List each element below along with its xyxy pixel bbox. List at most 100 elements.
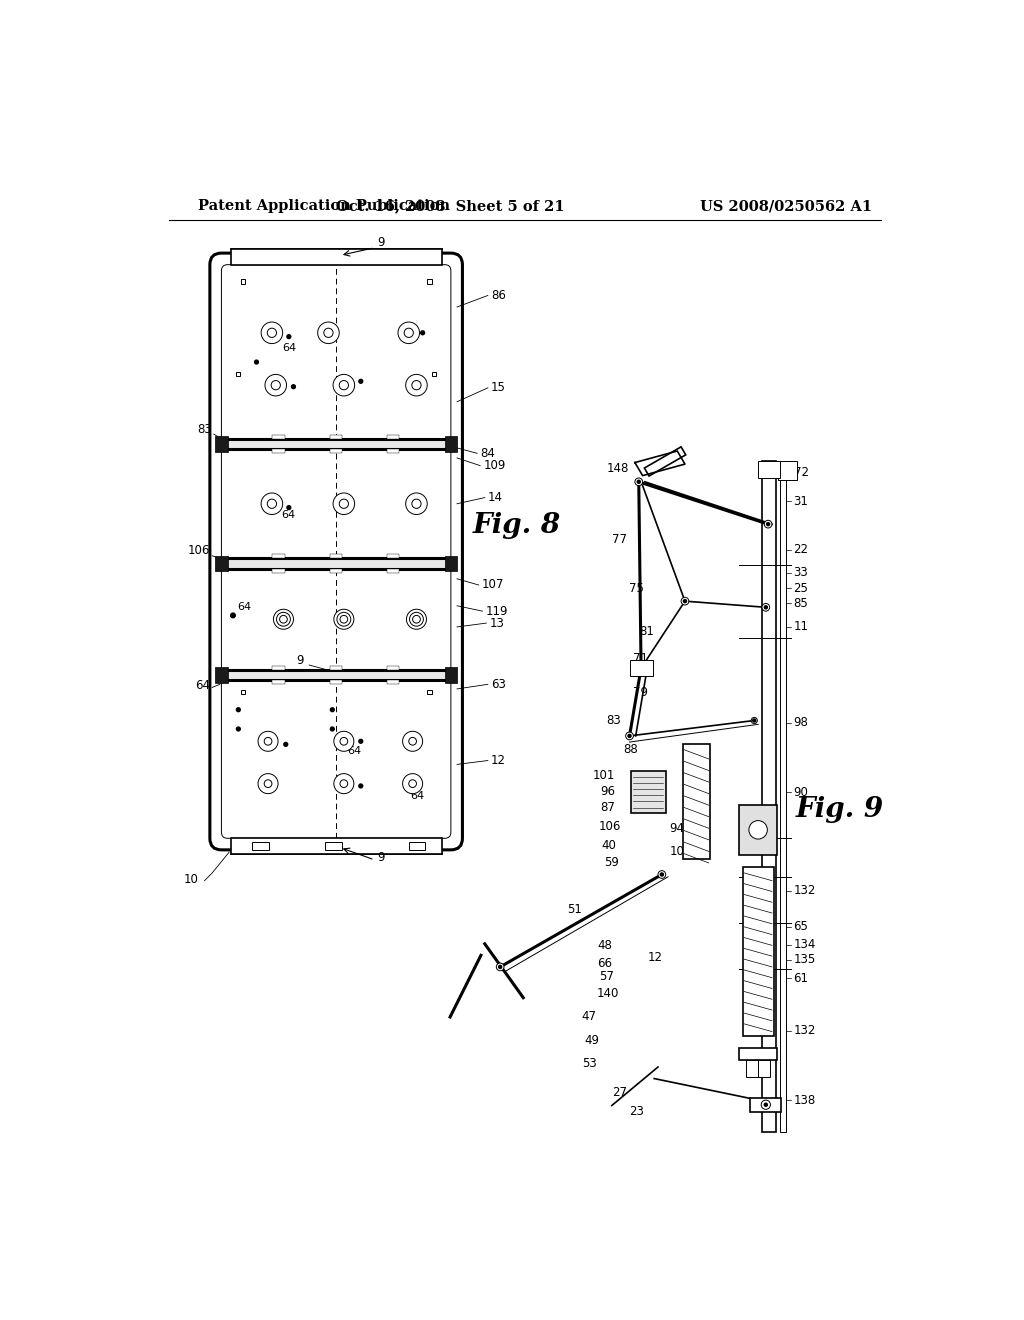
Bar bbox=[444, 556, 457, 572]
Circle shape bbox=[237, 727, 241, 731]
Text: 134: 134 bbox=[794, 939, 816, 952]
Text: 12: 12 bbox=[490, 754, 506, 767]
Bar bbox=[252, 842, 269, 850]
Circle shape bbox=[402, 774, 423, 793]
Text: 96: 96 bbox=[600, 785, 615, 797]
Bar bbox=[444, 668, 457, 682]
Bar bbox=[330, 449, 342, 453]
Bar bbox=[758, 461, 779, 478]
Text: Fig. 8: Fig. 8 bbox=[472, 512, 560, 539]
Text: 13: 13 bbox=[489, 616, 504, 630]
Text: Fig. 9: Fig. 9 bbox=[796, 796, 884, 822]
Text: 59: 59 bbox=[604, 857, 618, 870]
Text: 64: 64 bbox=[282, 510, 295, 520]
Bar bbox=[241, 689, 246, 694]
Circle shape bbox=[637, 480, 640, 483]
Circle shape bbox=[276, 612, 291, 626]
Bar bbox=[683, 743, 711, 859]
Text: 83: 83 bbox=[606, 714, 622, 727]
Circle shape bbox=[358, 379, 362, 383]
Circle shape bbox=[317, 322, 339, 343]
Circle shape bbox=[764, 606, 767, 609]
Circle shape bbox=[752, 718, 758, 723]
Circle shape bbox=[331, 727, 334, 731]
Text: 132: 132 bbox=[794, 1024, 816, 1038]
Circle shape bbox=[340, 738, 348, 744]
Bar bbox=[387, 434, 399, 438]
Circle shape bbox=[410, 612, 423, 626]
Circle shape bbox=[658, 871, 666, 878]
Text: 94: 94 bbox=[670, 822, 685, 834]
Bar bbox=[221, 669, 451, 681]
Bar bbox=[330, 434, 342, 438]
Circle shape bbox=[762, 603, 770, 611]
Circle shape bbox=[409, 738, 417, 744]
Circle shape bbox=[497, 964, 504, 970]
Circle shape bbox=[404, 329, 414, 338]
Bar bbox=[644, 447, 686, 477]
Bar bbox=[330, 554, 342, 558]
Text: 23: 23 bbox=[630, 1105, 644, 1118]
Bar bbox=[241, 280, 246, 284]
Text: 102: 102 bbox=[670, 845, 692, 858]
Bar bbox=[272, 554, 285, 558]
Text: 75: 75 bbox=[629, 582, 644, 594]
Circle shape bbox=[339, 499, 348, 508]
Text: 71: 71 bbox=[633, 652, 647, 665]
Circle shape bbox=[237, 708, 241, 711]
Text: 48: 48 bbox=[597, 939, 612, 952]
Circle shape bbox=[340, 780, 348, 788]
Circle shape bbox=[271, 380, 281, 389]
Text: Oct. 16, 2008  Sheet 5 of 21: Oct. 16, 2008 Sheet 5 of 21 bbox=[336, 199, 564, 213]
Text: 57: 57 bbox=[599, 970, 613, 983]
Bar bbox=[272, 681, 285, 684]
Text: 47: 47 bbox=[582, 1010, 597, 1023]
Circle shape bbox=[626, 733, 634, 739]
Circle shape bbox=[255, 360, 258, 364]
Bar bbox=[237, 372, 241, 376]
Text: 84: 84 bbox=[480, 446, 495, 459]
Circle shape bbox=[230, 612, 236, 618]
Text: 63: 63 bbox=[490, 677, 506, 690]
Circle shape bbox=[340, 615, 348, 623]
Bar bbox=[330, 681, 342, 684]
Circle shape bbox=[334, 774, 354, 793]
Text: 85: 85 bbox=[794, 597, 808, 610]
Text: 77: 77 bbox=[611, 533, 627, 546]
Bar bbox=[745, 1060, 758, 1077]
Circle shape bbox=[264, 738, 272, 744]
Circle shape bbox=[628, 734, 631, 738]
Circle shape bbox=[333, 375, 354, 396]
Bar bbox=[751, 1098, 781, 1111]
Text: 107: 107 bbox=[481, 578, 504, 591]
Bar bbox=[221, 558, 451, 569]
Circle shape bbox=[749, 821, 767, 840]
Text: 90: 90 bbox=[794, 785, 808, 799]
Text: 106: 106 bbox=[599, 820, 622, 833]
Text: 83: 83 bbox=[198, 422, 212, 436]
Bar bbox=[230, 249, 441, 264]
Text: 11: 11 bbox=[794, 620, 809, 634]
Text: 9: 9 bbox=[377, 236, 384, 249]
Bar bbox=[330, 665, 342, 669]
Bar bbox=[409, 842, 425, 850]
Circle shape bbox=[413, 615, 420, 623]
Circle shape bbox=[280, 615, 288, 623]
Circle shape bbox=[421, 331, 425, 335]
Text: 87: 87 bbox=[600, 801, 615, 814]
Text: 88: 88 bbox=[624, 743, 638, 756]
Text: 9: 9 bbox=[296, 653, 304, 667]
Bar bbox=[215, 437, 227, 451]
Bar bbox=[742, 867, 773, 1036]
Circle shape bbox=[292, 385, 295, 388]
Circle shape bbox=[358, 739, 362, 743]
Text: 119: 119 bbox=[485, 605, 508, 618]
Circle shape bbox=[681, 597, 689, 605]
Text: 64: 64 bbox=[237, 602, 251, 612]
Bar bbox=[330, 569, 342, 573]
Circle shape bbox=[334, 731, 354, 751]
Circle shape bbox=[761, 1100, 770, 1109]
Bar bbox=[762, 461, 776, 1133]
Bar bbox=[272, 434, 285, 438]
Bar bbox=[272, 665, 285, 669]
